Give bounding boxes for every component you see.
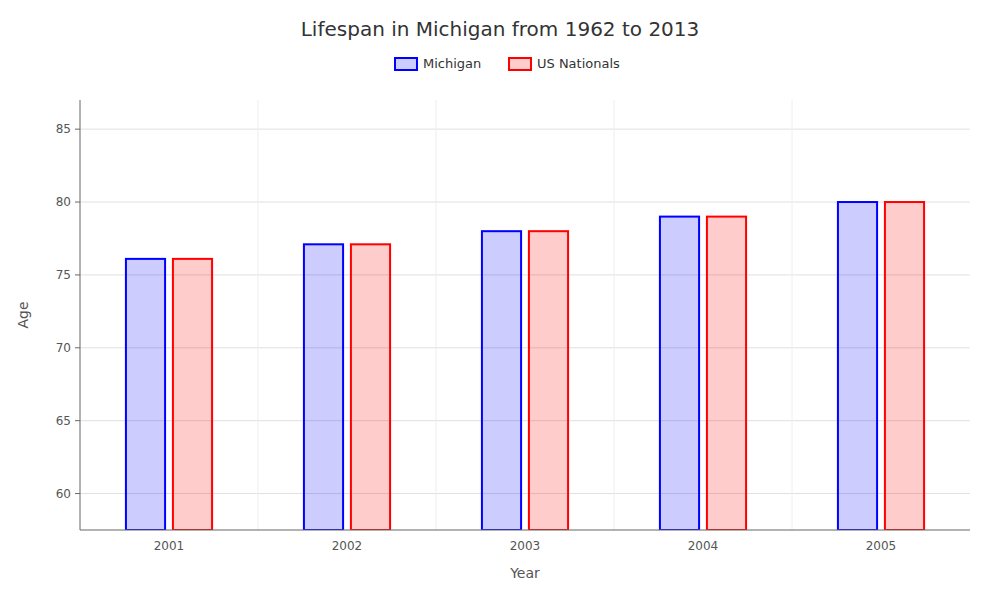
bar [351,244,390,530]
y-tick-label: 65 [56,414,71,428]
legend-swatch [509,58,531,70]
grid-line [80,420,970,421]
group-divider [614,100,615,530]
y-tick [75,420,80,421]
grid-line [80,274,970,275]
legend-swatch [395,58,417,70]
y-tick-label: 60 [56,487,71,501]
group-divider [792,100,793,530]
bar [304,244,343,530]
y-tick [75,202,80,203]
y-tick-label: 85 [56,122,71,136]
group-divider [436,100,437,530]
bar [660,217,699,530]
bar [482,231,521,530]
y-tick [75,274,80,275]
y-axis-label: Age [15,301,31,328]
bar [173,259,212,530]
x-tick-label: 2005 [866,539,897,553]
grid-line [80,202,970,203]
x-tick-label: 2001 [154,539,185,553]
group-divider [258,100,259,530]
y-axis [80,100,81,530]
bar [885,202,924,530]
grid-line [80,129,970,130]
grid-line [80,347,970,348]
title: Lifespan in Michigan from 1962 to 2013 [301,17,700,41]
bar [529,231,568,530]
y-tick-label: 75 [56,268,71,282]
legend-label: Michigan [423,56,481,71]
x-tick-label: 2003 [510,539,541,553]
bar [707,217,746,530]
bar [126,259,165,530]
legend: Michigan US Nationals [395,56,620,71]
x-axis [80,530,970,531]
y-tick [75,129,80,130]
grid [80,100,970,530]
y-tick-label: 70 [56,341,71,355]
y-tick-label: 80 [56,195,71,209]
x-tick-label: 2004 [688,539,719,553]
bar [838,202,877,530]
legend-label: US Nationals [537,56,620,71]
grid-line [80,493,970,494]
y-tick [75,347,80,348]
bars [126,202,924,530]
chart: Lifespan in Michigan from 1962 to 2013 60… [0,0,1000,600]
x-axis-label: Year [509,565,540,581]
y-tick [75,493,80,494]
x-tick-label: 2002 [332,539,363,553]
